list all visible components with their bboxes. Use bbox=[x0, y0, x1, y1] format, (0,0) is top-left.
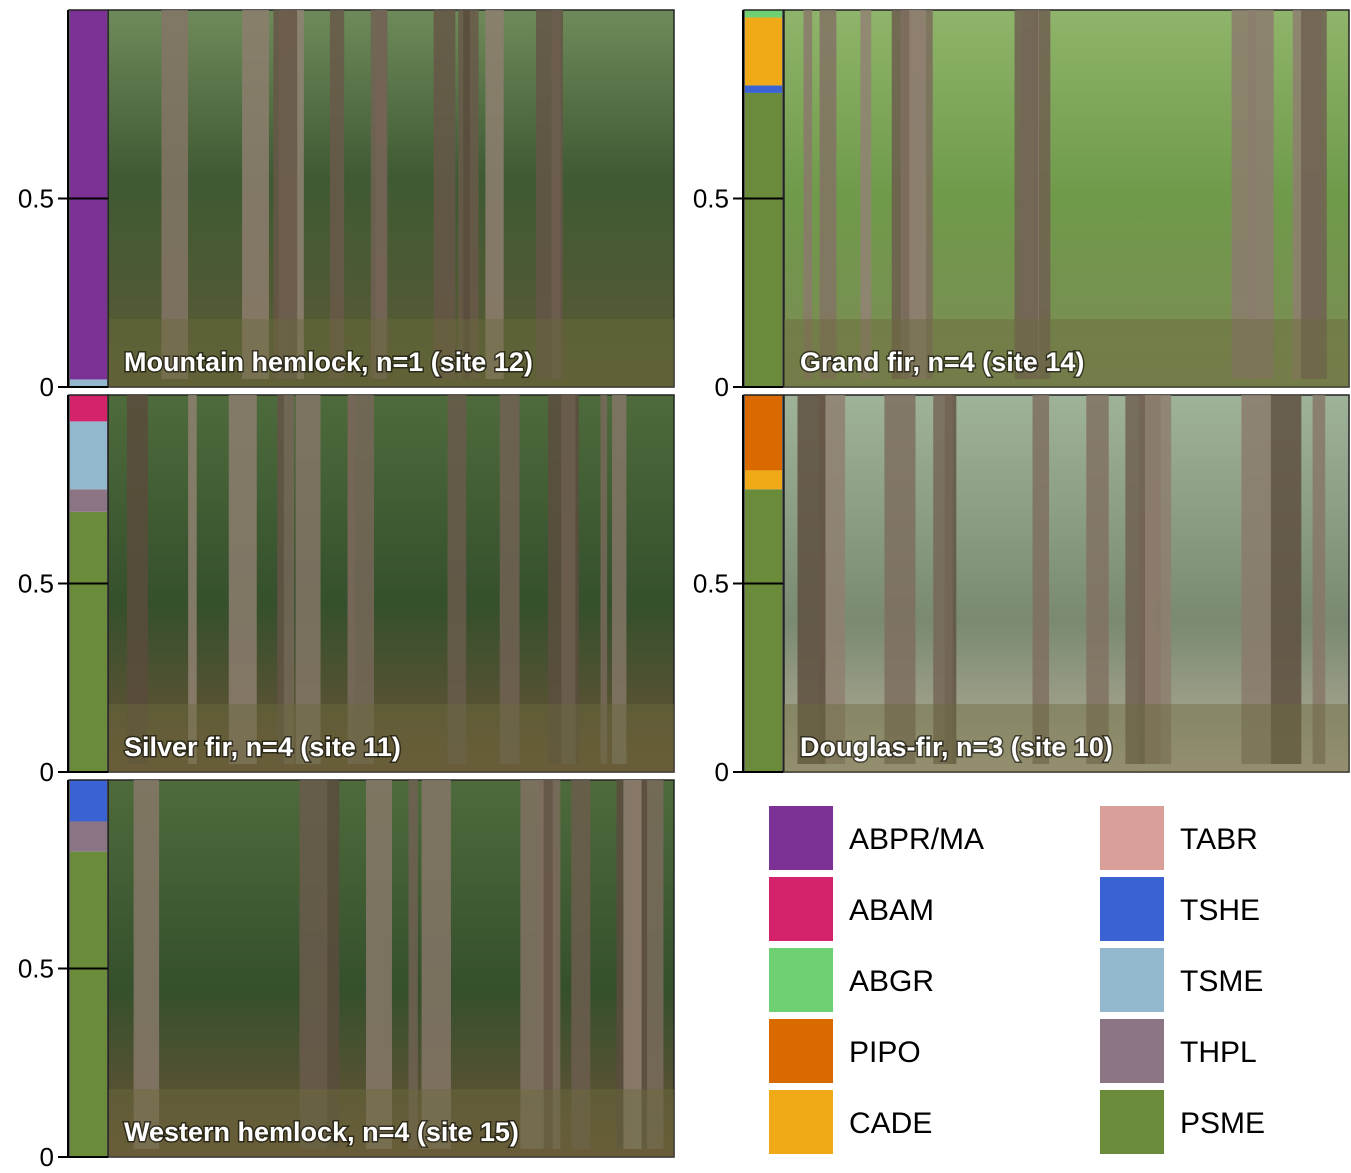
bar-segment-cade bbox=[745, 17, 782, 86]
bar-segment-tshe bbox=[70, 780, 107, 822]
legend-label: PSME bbox=[1180, 1107, 1265, 1140]
bar-segment-psme bbox=[70, 511, 107, 772]
legend-item-abgr: ABGR bbox=[769, 948, 934, 1012]
panel-1: Mountain hemlock, n=1 (site 12) 0 0.5 bbox=[18, 9, 675, 402]
bar-segment-psme bbox=[745, 489, 782, 772]
panel-caption: Grand fir, n=4 (site 14) bbox=[800, 347, 1084, 377]
forest-photo bbox=[783, 9, 1350, 388]
legend-label: PIPO bbox=[849, 1036, 921, 1069]
legend-swatch bbox=[1100, 1019, 1164, 1083]
legend-label: TSME bbox=[1180, 965, 1263, 998]
legend-swatch bbox=[1100, 948, 1164, 1012]
bar-segment-cade bbox=[745, 470, 782, 490]
y-tick-label: 0.5 bbox=[693, 569, 729, 599]
bar-segment-pipo bbox=[745, 395, 782, 471]
legend-swatch bbox=[1100, 877, 1164, 941]
legend-label: THPL bbox=[1180, 1036, 1257, 1069]
legend-item-tabr: TABR bbox=[1100, 806, 1258, 870]
legend-swatch bbox=[769, 806, 833, 870]
panel-3: Silver fir, n=4 (site 11) 0 0.5 bbox=[18, 394, 675, 787]
legend-swatch bbox=[1100, 806, 1164, 870]
y-tick-label: 0 bbox=[715, 757, 729, 787]
bar-segment-tsme bbox=[70, 379, 107, 387]
forest-photo bbox=[783, 394, 1350, 773]
panel-caption: Western hemlock, n=4 (site 15) bbox=[124, 1117, 519, 1147]
forest-photo bbox=[107, 394, 675, 773]
legend-label: CADE bbox=[849, 1107, 932, 1140]
legend-item-tshe: TSHE bbox=[1100, 877, 1260, 941]
legend-swatch bbox=[769, 1090, 833, 1154]
y-tick-label: 0 bbox=[715, 372, 729, 402]
bar-segment-psme bbox=[745, 92, 782, 387]
forest-photo bbox=[107, 779, 675, 1158]
legend-item-abam: ABAM bbox=[769, 877, 934, 941]
legend-item-abpr-ma: ABPR/MA bbox=[769, 806, 984, 870]
legend-swatch bbox=[769, 1019, 833, 1083]
panel-caption: Silver fir, n=4 (site 11) bbox=[124, 732, 401, 762]
bar-segment-abam bbox=[70, 395, 107, 422]
species-legend: ABPR/MA ABAM ABGR PIPO CADE TABR TSHE TSME THPL P… bbox=[769, 806, 1265, 1154]
legend-label: TABR bbox=[1180, 823, 1258, 856]
legend-item-pipo: PIPO bbox=[769, 1019, 921, 1083]
bar-segment-abpr-ma bbox=[70, 10, 107, 380]
bar-segment-thpl bbox=[70, 821, 107, 852]
panel-caption: Mountain hemlock, n=1 (site 12) bbox=[124, 347, 533, 377]
bar-segment-abgr bbox=[745, 10, 782, 18]
legend-item-thpl: THPL bbox=[1100, 1019, 1257, 1083]
legend-label: ABPR/MA bbox=[849, 823, 984, 856]
legend-item-psme: PSME bbox=[1100, 1090, 1265, 1154]
panel-4: Douglas-fir, n=3 (site 10) 0 0.5 bbox=[693, 394, 1350, 787]
legend-swatch bbox=[1100, 1090, 1164, 1154]
y-tick-label: 0.5 bbox=[18, 569, 54, 599]
legend-item-tsme: TSME bbox=[1100, 948, 1263, 1012]
panel-2: Grand fir, n=4 (site 14) 0 0.5 bbox=[693, 9, 1350, 402]
y-tick-label: 0.5 bbox=[18, 954, 54, 984]
legend-swatch bbox=[769, 877, 833, 941]
panel-caption: Douglas-fir, n=3 (site 10) bbox=[800, 732, 1113, 762]
legend-item-cade: CADE bbox=[769, 1090, 932, 1154]
legend-swatch bbox=[769, 948, 833, 1012]
forest-photo bbox=[107, 9, 675, 388]
y-tick-label: 0 bbox=[40, 757, 54, 787]
y-tick-label: 0.5 bbox=[693, 184, 729, 214]
y-tick-label: 0.5 bbox=[18, 184, 54, 214]
bar-segment-psme bbox=[70, 851, 107, 1157]
bar-segment-thpl bbox=[70, 489, 107, 512]
y-tick-label: 0 bbox=[40, 1142, 54, 1168]
bar-segment-tsme bbox=[70, 421, 107, 490]
legend-label: ABAM bbox=[849, 894, 934, 927]
legend-label: ABGR bbox=[849, 965, 934, 998]
y-tick-label: 0 bbox=[40, 372, 54, 402]
bar-segment-tshe bbox=[745, 85, 782, 93]
legend-label: TSHE bbox=[1180, 894, 1260, 927]
panel-5: Western hemlock, n=4 (site 15) 0 0.5 bbox=[18, 779, 675, 1172]
